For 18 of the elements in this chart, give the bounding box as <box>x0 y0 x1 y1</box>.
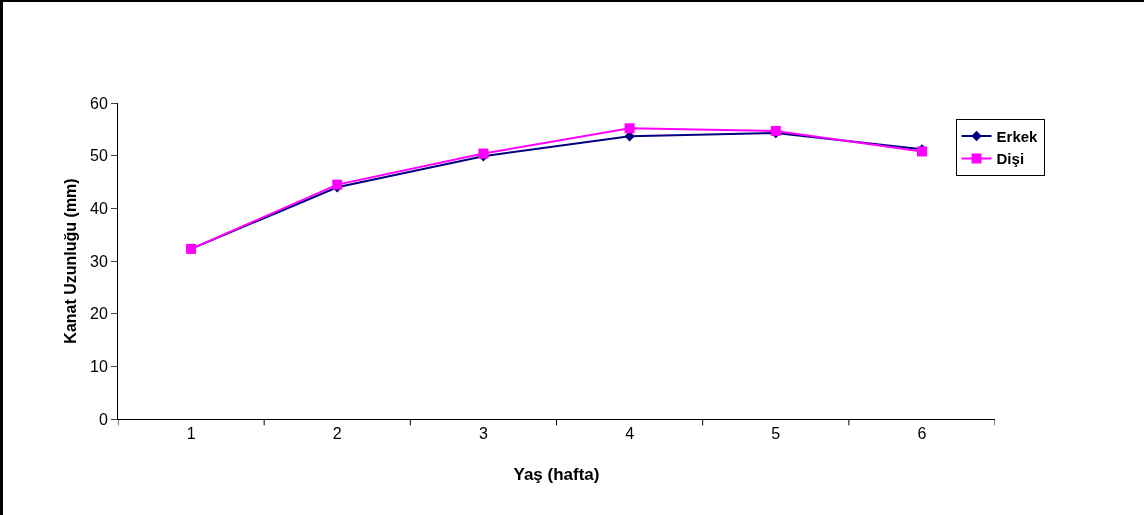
x-tick-label: 2 <box>332 425 342 443</box>
y-tick-label: 40 <box>90 199 108 217</box>
point <box>624 123 635 134</box>
x-axis-title: Yaş (hafta) <box>513 465 600 484</box>
y-tick-label: 60 <box>90 94 108 112</box>
y-tick-label: 0 <box>98 410 108 428</box>
x-tick-label: 6 <box>917 425 927 443</box>
legend-label: Erkek <box>996 127 1039 145</box>
y-axis-title: Kanat Uzunluğu (mm) <box>62 178 79 344</box>
x-tick-label: 1 <box>186 425 196 443</box>
y-tick-label: 30 <box>90 252 108 270</box>
x-tick-label: 4 <box>625 425 635 443</box>
y-tick-label: 50 <box>90 147 108 165</box>
x-tick-label: 3 <box>478 425 488 443</box>
y-tick-label: 20 <box>90 305 108 323</box>
x-tick-label: 5 <box>771 425 781 443</box>
legend-label: Dişi <box>996 150 1025 168</box>
y-tick-label: 10 <box>90 357 108 375</box>
